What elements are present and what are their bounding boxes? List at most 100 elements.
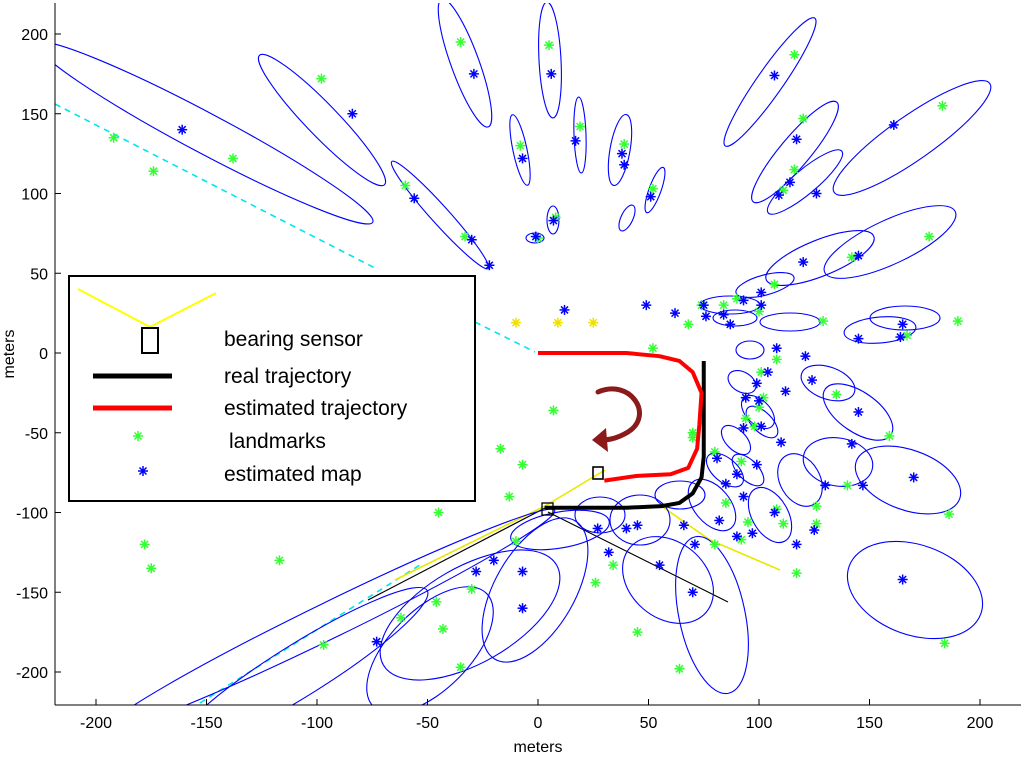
estimated-map-point	[371, 636, 382, 647]
estimated-map-point	[177, 124, 188, 135]
estimated-map-point	[738, 422, 749, 433]
landmark-point	[139, 539, 150, 550]
covariance-ellipse	[723, 17, 817, 147]
estimated-map-point	[592, 523, 603, 534]
estimated-map-point	[798, 257, 809, 268]
landmark-point	[455, 36, 466, 47]
estimated-map-point	[740, 392, 751, 403]
estimated-map-point	[853, 407, 864, 418]
estimated-map-point	[645, 191, 656, 202]
legend-sensor-box-icon	[141, 327, 159, 354]
covariance-ellipse	[481, 517, 589, 663]
legend-map-star	[138, 466, 148, 476]
y-tick-label: 200	[21, 27, 48, 44]
estimated-map-point	[738, 295, 749, 306]
landmark-point	[884, 430, 895, 441]
x-tick-label: -150	[190, 715, 222, 732]
landmark-point	[504, 491, 515, 502]
y-axis-label: meters	[1, 330, 18, 379]
covariance-ellipse	[735, 272, 795, 298]
estimated-map-point	[908, 472, 919, 483]
x-axis-label: meters	[514, 739, 563, 756]
landmark-point	[789, 164, 800, 175]
landmark-point	[316, 73, 327, 84]
estimated-map-point	[517, 603, 528, 614]
landmark-point	[574, 121, 585, 132]
estimated-map-point	[807, 375, 818, 386]
estimated-map-point	[488, 555, 499, 566]
estimated-map-point	[771, 343, 782, 354]
covariance-ellipse	[800, 364, 856, 402]
estimated-map-point	[725, 319, 736, 330]
landmark-point	[831, 389, 842, 400]
estimated-map-point	[484, 260, 495, 271]
y-tick-label: -50	[25, 426, 48, 443]
legend-label-real-trajectory: real trajectory	[224, 365, 352, 388]
estimated-map-point	[769, 507, 780, 518]
x-tick-label: 0	[534, 715, 543, 732]
landmark-point	[818, 316, 829, 327]
estimated-map-point	[769, 70, 780, 81]
estimated-map-point	[857, 480, 868, 491]
landmark-point	[720, 497, 731, 508]
estimated-map-point	[897, 574, 908, 585]
yellow-star-mark	[510, 317, 521, 328]
landmark-point	[460, 231, 471, 242]
landmark-point	[674, 663, 685, 674]
x-tick-label: 150	[856, 715, 883, 732]
covariance-ellipse	[525, 232, 545, 244]
landmark-point	[902, 330, 913, 341]
estimated-map-point	[517, 566, 528, 577]
covariance-ellipse	[759, 312, 821, 332]
landmark-point	[736, 456, 747, 467]
landmark-point	[433, 507, 444, 518]
covariance-ellipse	[727, 369, 757, 395]
covariance-ellipse	[573, 96, 587, 174]
estimated-map-point	[756, 287, 767, 298]
estimated-map-point	[546, 68, 557, 79]
landmark-point	[608, 560, 619, 571]
estimated-map-point	[731, 469, 742, 480]
estimated-map-point	[619, 159, 630, 170]
landmark-point	[647, 343, 658, 354]
estimated-map-point	[888, 119, 899, 130]
landmark-point	[683, 319, 694, 330]
landmark-point	[937, 100, 948, 111]
uncertainty-ellipses	[55, 3, 992, 705]
landmark-point	[495, 443, 506, 454]
legend-estimated-map-star-icon	[138, 466, 148, 476]
estimated-map-point	[409, 193, 420, 204]
landmark-point	[455, 662, 466, 673]
covariance-ellipse	[735, 340, 765, 360]
x-tick-label: 200	[967, 715, 994, 732]
covariance-ellipse	[687, 478, 737, 532]
estimated-trajectory-line	[538, 351, 704, 483]
y-tick-label: 50	[30, 266, 48, 283]
landmark-point	[718, 300, 729, 311]
estimated-map-point	[738, 491, 749, 502]
real-trajectory-line	[544, 360, 706, 510]
estimated-map-point	[773, 190, 784, 201]
rotation-arrow	[595, 386, 642, 443]
estimated-map-point	[853, 250, 864, 261]
covariance-ellipse	[675, 535, 749, 695]
landmark-point	[437, 623, 448, 634]
plot-area	[55, 3, 992, 705]
estimated-map-point	[632, 520, 643, 531]
covariance-ellipse	[823, 205, 957, 279]
landmark-point	[148, 166, 159, 177]
covariance-ellipse	[705, 452, 745, 488]
estimated-map-point	[897, 319, 908, 330]
x-ticks: -200 -150 -100 -50 0 50 100 150 200	[80, 699, 993, 732]
estimated-map-point	[616, 148, 627, 159]
landmark-point	[769, 279, 780, 290]
landmark-point	[515, 140, 526, 151]
covariance-ellipse	[832, 80, 992, 196]
covariance-ellipse	[574, 496, 626, 534]
covariance-ellipse	[654, 480, 706, 510]
legend-label-bearing-sensor: bearing sensor	[224, 328, 363, 351]
estimated-map-point	[654, 560, 665, 571]
legend-landmark-star-icon	[133, 431, 143, 441]
x-tick-label: 100	[746, 715, 773, 732]
